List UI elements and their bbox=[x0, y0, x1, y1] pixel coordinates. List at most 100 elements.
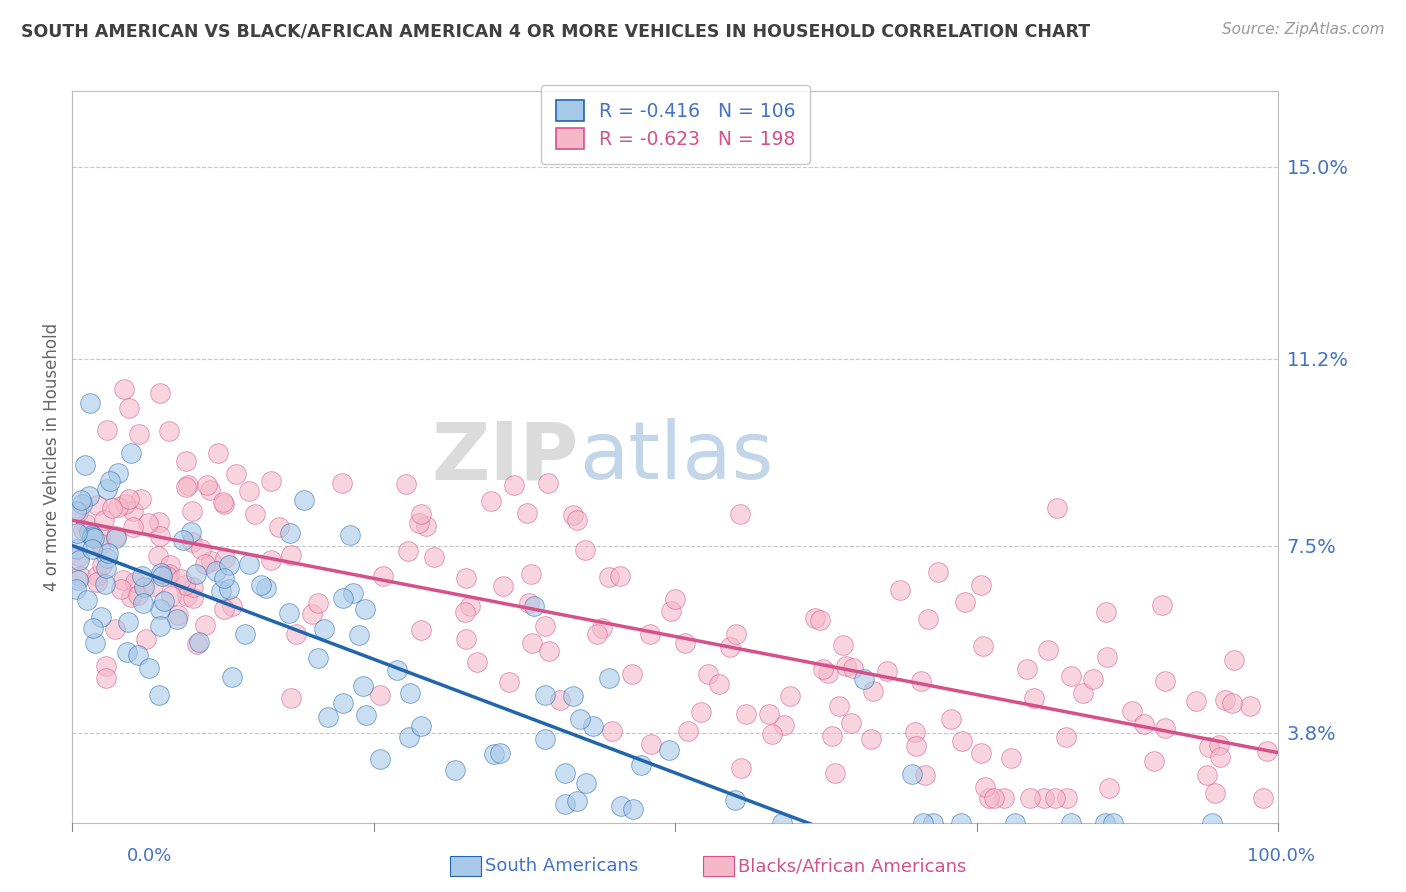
Point bbox=[207, 446, 229, 460]
Point bbox=[1018, 791, 1040, 805]
Point bbox=[905, 739, 928, 753]
Point bbox=[170, 572, 193, 586]
Point bbox=[82, 621, 104, 635]
Point bbox=[149, 566, 172, 580]
Point bbox=[105, 531, 128, 545]
Point bbox=[267, 520, 290, 534]
Point bbox=[1000, 751, 1022, 765]
Point bbox=[537, 475, 560, 490]
Point bbox=[90, 536, 112, 550]
Point bbox=[90, 609, 112, 624]
Point bbox=[221, 669, 243, 683]
Point bbox=[91, 558, 114, 573]
Point bbox=[368, 688, 391, 702]
Point bbox=[910, 673, 932, 688]
Point bbox=[1208, 750, 1230, 764]
Point bbox=[454, 606, 477, 620]
Point bbox=[152, 593, 174, 607]
Point bbox=[86, 574, 108, 589]
Point bbox=[131, 569, 153, 583]
Point bbox=[67, 504, 90, 518]
Point bbox=[1154, 721, 1177, 735]
Point bbox=[914, 768, 936, 782]
Point bbox=[853, 672, 876, 686]
Legend: R = -0.416   N = 106, R = -0.623   N = 198: R = -0.416 N = 106, R = -0.623 N = 198 bbox=[540, 86, 810, 164]
Point bbox=[411, 623, 433, 637]
Point bbox=[458, 599, 481, 614]
Point bbox=[66, 573, 89, 587]
Point bbox=[135, 632, 157, 647]
Point bbox=[80, 541, 103, 556]
Point bbox=[176, 589, 198, 603]
Point bbox=[927, 565, 949, 579]
Point bbox=[456, 632, 478, 646]
Point bbox=[86, 569, 108, 583]
Point bbox=[761, 727, 783, 741]
Point bbox=[354, 708, 377, 723]
Point bbox=[212, 497, 235, 511]
Point bbox=[395, 476, 418, 491]
Point bbox=[620, 667, 643, 681]
Point bbox=[66, 541, 89, 556]
Point bbox=[808, 613, 831, 627]
Point bbox=[94, 576, 117, 591]
Point bbox=[75, 517, 97, 532]
Point bbox=[1198, 739, 1220, 754]
Point bbox=[1143, 754, 1166, 768]
Point bbox=[498, 675, 520, 690]
Point bbox=[84, 636, 107, 650]
Point bbox=[148, 688, 170, 702]
Point bbox=[1095, 606, 1118, 620]
Point bbox=[67, 552, 90, 566]
Point bbox=[149, 619, 172, 633]
Point bbox=[1071, 686, 1094, 700]
Point bbox=[817, 666, 839, 681]
Point bbox=[1213, 693, 1236, 707]
Point bbox=[339, 528, 361, 542]
Point bbox=[285, 627, 308, 641]
Point bbox=[697, 666, 720, 681]
Point bbox=[127, 648, 149, 663]
Point bbox=[218, 582, 240, 597]
Point bbox=[828, 698, 851, 713]
Point bbox=[117, 615, 139, 629]
Point bbox=[520, 566, 543, 581]
Point bbox=[831, 638, 853, 652]
Point bbox=[330, 476, 353, 491]
Point bbox=[1017, 662, 1039, 676]
Point bbox=[454, 571, 477, 585]
Point bbox=[1256, 744, 1278, 758]
Point bbox=[250, 578, 273, 592]
Point bbox=[173, 578, 195, 592]
Point bbox=[1205, 786, 1227, 800]
Point bbox=[110, 582, 132, 596]
Point bbox=[516, 506, 538, 520]
Point bbox=[489, 746, 512, 760]
Point bbox=[72, 523, 94, 537]
Point bbox=[600, 724, 623, 739]
Point bbox=[610, 799, 633, 814]
Point bbox=[342, 586, 364, 600]
Point bbox=[409, 507, 432, 521]
Point bbox=[65, 582, 87, 597]
Point bbox=[101, 500, 124, 515]
Point bbox=[243, 507, 266, 521]
Point bbox=[194, 557, 217, 571]
Point bbox=[534, 731, 557, 746]
Point bbox=[83, 531, 105, 545]
Point bbox=[214, 551, 236, 566]
Point bbox=[238, 484, 260, 499]
Point bbox=[630, 757, 652, 772]
Point bbox=[562, 690, 585, 704]
Point bbox=[181, 591, 204, 606]
Point bbox=[149, 602, 172, 616]
Point bbox=[172, 533, 194, 547]
Point bbox=[689, 705, 711, 719]
Text: Source: ZipAtlas.com: Source: ZipAtlas.com bbox=[1222, 22, 1385, 37]
Point bbox=[332, 591, 354, 605]
Point bbox=[122, 504, 145, 518]
Point bbox=[159, 558, 181, 573]
Point bbox=[70, 497, 93, 511]
Text: SOUTH AMERICAN VS BLACK/AFRICAN AMERICAN 4 OR MORE VEHICLES IN HOUSEHOLD CORRELA: SOUTH AMERICAN VS BLACK/AFRICAN AMERICAN… bbox=[21, 22, 1090, 40]
Point bbox=[254, 581, 277, 595]
